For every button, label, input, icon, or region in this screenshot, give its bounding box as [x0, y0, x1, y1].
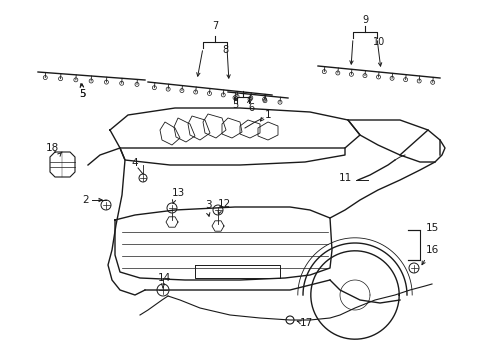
Text: 7: 7: [211, 21, 218, 31]
Text: 13: 13: [171, 188, 184, 198]
Text: 5: 5: [79, 89, 85, 99]
Text: 5: 5: [79, 89, 85, 99]
Text: 15: 15: [425, 223, 438, 233]
Text: 12: 12: [217, 199, 230, 209]
Text: 2: 2: [82, 195, 89, 205]
Text: 3: 3: [204, 200, 211, 210]
Text: 14: 14: [157, 273, 170, 283]
Text: 6: 6: [247, 103, 254, 113]
Text: 4: 4: [131, 158, 138, 168]
Text: 11: 11: [338, 173, 351, 183]
Text: 8: 8: [222, 45, 227, 55]
Text: 5: 5: [231, 100, 238, 110]
Text: 1: 1: [264, 110, 271, 120]
Text: 17: 17: [299, 318, 313, 328]
Text: 9: 9: [361, 15, 367, 25]
Text: 10: 10: [372, 37, 385, 47]
Text: 18: 18: [45, 143, 59, 153]
Text: 16: 16: [425, 245, 438, 255]
